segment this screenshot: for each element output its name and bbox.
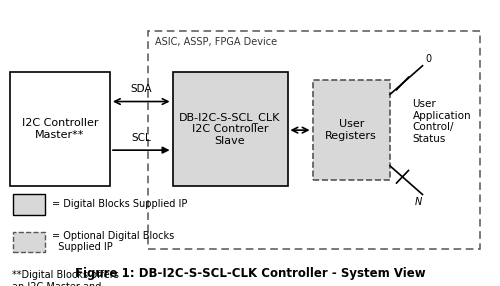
- Text: SDA: SDA: [130, 84, 152, 94]
- Bar: [12, 194, 45, 214]
- Bar: [312, 80, 390, 180]
- Bar: [148, 31, 480, 249]
- Text: **Digital Blocks offers
an I2C Master and
Master/Slave IP: **Digital Blocks offers an I2C Master an…: [12, 270, 120, 286]
- Text: DB-I2C-S-SCL_CLK
I2C Controller
Slave: DB-I2C-S-SCL_CLK I2C Controller Slave: [180, 112, 280, 146]
- Bar: [172, 72, 288, 186]
- Text: Figure 1: DB-I2C-S-SCL-CLK Controller - System View: Figure 1: DB-I2C-S-SCL-CLK Controller - …: [74, 267, 426, 280]
- Text: ASIC, ASSP, FPGA Device: ASIC, ASSP, FPGA Device: [155, 37, 277, 47]
- Text: = Optional Digital Blocks
  Supplied IP: = Optional Digital Blocks Supplied IP: [52, 231, 175, 253]
- Bar: [12, 232, 45, 252]
- Text: User
Application
Control/
Status: User Application Control/ Status: [412, 99, 471, 144]
- Text: SCL: SCL: [132, 133, 151, 143]
- Text: User
Registers: User Registers: [326, 119, 377, 141]
- Text: N: N: [415, 197, 422, 207]
- Text: I2C Controller
Master**: I2C Controller Master**: [22, 118, 98, 140]
- Text: 0: 0: [425, 54, 431, 64]
- Text: = Digital Blocks Supplied IP: = Digital Blocks Supplied IP: [52, 200, 188, 209]
- Bar: [10, 72, 110, 186]
